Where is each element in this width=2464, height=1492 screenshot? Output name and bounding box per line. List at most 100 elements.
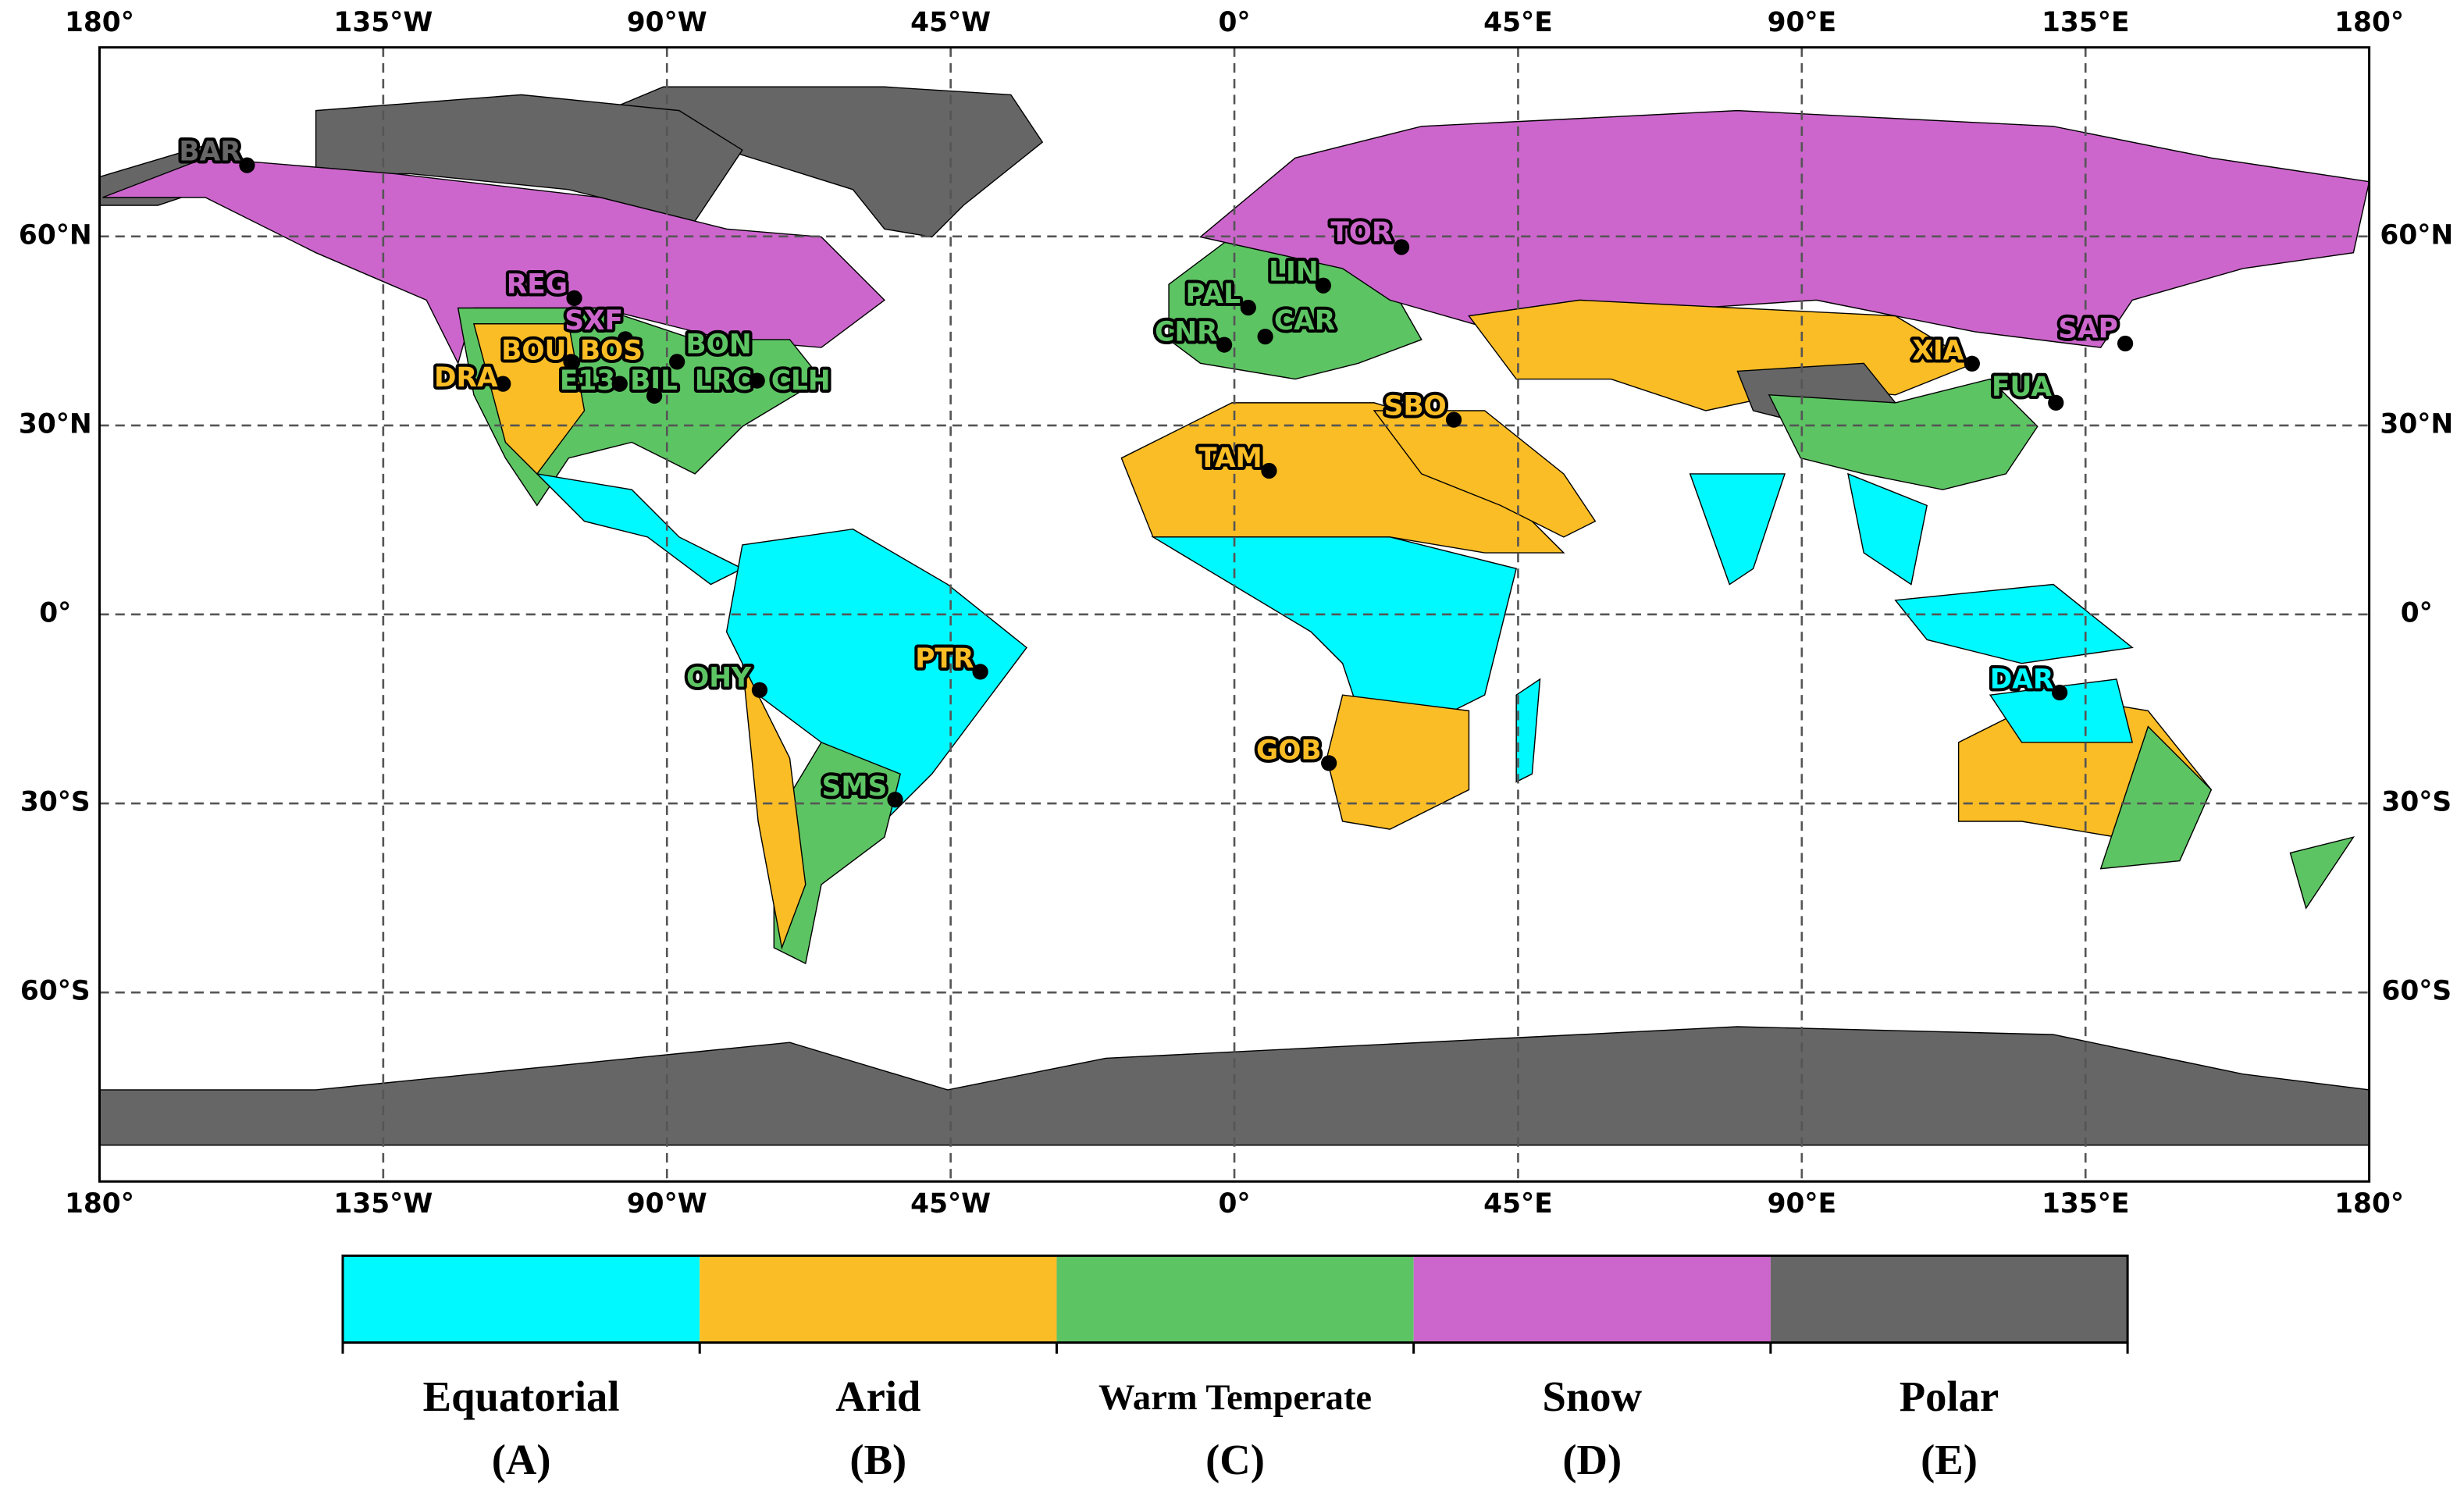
station-label: BOU xyxy=(501,336,566,367)
station-marker xyxy=(566,290,582,306)
station-label: DAR xyxy=(1990,664,2054,695)
station-marker xyxy=(563,354,579,370)
station-label: CAR xyxy=(1274,305,1335,337)
x-tick-label: 135°E xyxy=(2042,7,2129,38)
equatorial-region xyxy=(1847,472,1928,586)
station-marker xyxy=(1240,299,1256,316)
station-label: OHY xyxy=(686,662,752,693)
station-label: GOB xyxy=(1256,735,1322,766)
station-marker xyxy=(2051,684,2068,701)
y-tick-label: 60°N xyxy=(2380,219,2453,251)
tick-labels: 180° 180° 135°W 135°W 90°W 90°W 45°W 45°W 0° 0° 45… xyxy=(19,7,2453,1220)
station-marker xyxy=(751,682,768,698)
x-tick-label: 180° xyxy=(65,1188,134,1220)
station-marker xyxy=(1393,239,1410,255)
y-tick-label: 30°N xyxy=(19,408,92,440)
x-tick-label: 0° xyxy=(1218,1188,1250,1220)
station-marker xyxy=(1321,755,1337,771)
legend-code: (B) xyxy=(849,1436,906,1483)
y-tick-label: 0° xyxy=(39,597,71,628)
x-tick-label: 135°E xyxy=(2042,1188,2129,1220)
station-marker xyxy=(887,792,903,808)
station-marker xyxy=(2048,394,2064,411)
x-tick-label: 90°E xyxy=(1768,1188,1837,1220)
station-marker xyxy=(611,376,628,392)
equatorial-region xyxy=(1894,583,2134,664)
station-marker xyxy=(1964,355,1980,372)
arid-region xyxy=(1373,410,1597,538)
station-label: BAR xyxy=(179,137,240,168)
station-marker xyxy=(617,331,634,347)
station-label: E13 xyxy=(560,365,615,397)
x-tick-label: 0° xyxy=(1218,7,1250,38)
colorbar-frame xyxy=(341,1254,2129,1344)
station-marker xyxy=(495,376,511,392)
station-label: FUA xyxy=(1992,372,2052,403)
y-tick-label: 60°S xyxy=(2381,976,2452,1007)
y-tick-label: 0° xyxy=(2401,597,2433,628)
legend-name: Arid xyxy=(835,1373,920,1420)
station-label: PAL xyxy=(1185,279,1241,310)
station-label: XIA xyxy=(1912,336,1964,367)
x-tick-label: 135°W xyxy=(333,7,433,38)
colorbar-segment xyxy=(343,1255,700,1343)
warm-region xyxy=(2289,836,2355,910)
station-label: SXF xyxy=(564,305,623,337)
x-tick-label: 45°W xyxy=(910,1188,991,1220)
station-label: TOR xyxy=(1330,217,1392,248)
station-marker xyxy=(646,387,663,404)
y-tick-label: 30°S xyxy=(20,787,91,818)
equatorial-region xyxy=(1989,678,2134,743)
legend-name: Warm Temperate xyxy=(1098,1378,1372,1418)
warm-region xyxy=(2099,725,2213,870)
x-tick-label: 180° xyxy=(2334,1188,2404,1220)
legend-code: (D) xyxy=(1562,1436,1622,1483)
equatorial-region xyxy=(1515,678,1541,783)
station-marker xyxy=(1261,462,1277,479)
station-marker xyxy=(1257,328,1273,345)
station-marker xyxy=(1216,337,1233,353)
y-tick-label: 60°N xyxy=(19,219,92,251)
colorbar-segment xyxy=(1770,1255,2128,1343)
x-tick-label: 180° xyxy=(2334,7,2404,38)
station-marker xyxy=(1315,277,1332,294)
station-label: SMS xyxy=(822,771,888,803)
x-tick-label: 45°E xyxy=(1483,1188,1553,1220)
x-tick-label: 90°W xyxy=(627,1188,707,1220)
x-tick-label: 90°E xyxy=(1768,7,1837,38)
station-label: CLH xyxy=(771,365,831,397)
legend-code: (A) xyxy=(492,1436,551,1483)
colorbar-segment xyxy=(1056,1255,1414,1343)
legend-name: Polar xyxy=(1900,1373,1999,1420)
x-tick-label: 180° xyxy=(65,7,134,38)
colorbar-segment xyxy=(700,1255,1057,1343)
arid-region xyxy=(1326,694,1470,830)
warm-region xyxy=(1768,378,2038,490)
station-label: LRC xyxy=(695,365,753,397)
map-frame xyxy=(98,46,2371,1183)
y-tick-label: 60°S xyxy=(20,976,91,1007)
y-tick-label: 30°N xyxy=(2380,408,2453,440)
station-label: BOS xyxy=(580,336,643,367)
legend-name: Snow xyxy=(1543,1373,1643,1420)
equatorial-region xyxy=(1151,536,1518,728)
station-label: DRA xyxy=(434,362,498,393)
station-marker xyxy=(239,157,255,173)
legend-code: (C) xyxy=(1205,1436,1265,1483)
station-label: SBO xyxy=(1384,390,1447,422)
legend-name: Equatorial xyxy=(423,1373,620,1420)
equatorial-region xyxy=(535,472,744,586)
station-label: REG xyxy=(507,269,568,301)
x-tick-label: 135°W xyxy=(333,1188,433,1220)
arid-region xyxy=(742,663,806,950)
x-tick-label: 45°E xyxy=(1483,7,1553,38)
legend-code: (E) xyxy=(1921,1436,1978,1483)
station-marker xyxy=(972,664,988,680)
station-label: LIN xyxy=(1269,256,1318,287)
station-marker xyxy=(2117,335,2134,352)
x-tick-label: 45°W xyxy=(910,7,991,38)
arid-region xyxy=(473,323,586,475)
